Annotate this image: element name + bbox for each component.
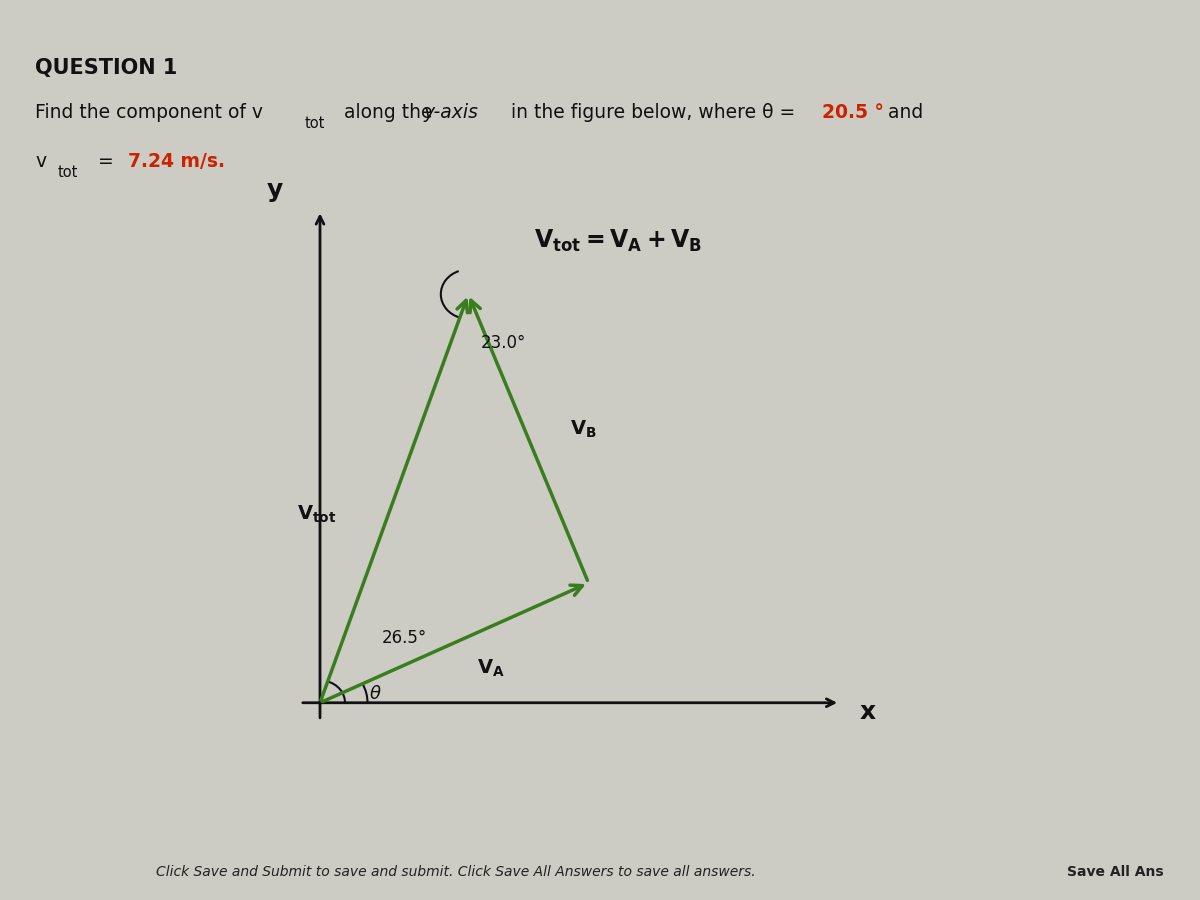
Text: v: v (35, 152, 46, 171)
Text: Find the component of v: Find the component of v (35, 103, 263, 122)
Text: y-axis: y-axis (424, 103, 478, 122)
Text: $\mathbf{V_A}$: $\mathbf{V_A}$ (478, 658, 505, 680)
Text: 26.5°: 26.5° (382, 629, 427, 647)
Text: θ: θ (370, 685, 380, 703)
Text: tot: tot (58, 166, 78, 180)
Text: Save All Ans: Save All Ans (1067, 865, 1164, 878)
Text: x: x (860, 699, 876, 724)
Text: $\mathbf{V_{tot}}$: $\mathbf{V_{tot}}$ (298, 504, 336, 525)
Text: 7.24 m/s.: 7.24 m/s. (128, 152, 226, 171)
Text: along the: along the (338, 103, 438, 122)
Text: 20.5 °: 20.5 ° (822, 103, 884, 122)
Text: =: = (92, 152, 120, 171)
Text: and: and (882, 103, 923, 122)
Text: $\mathbf{V_{tot} = V_A + V_B}$: $\mathbf{V_{tot} = V_A + V_B}$ (534, 228, 702, 254)
Text: tot: tot (305, 116, 325, 131)
Text: $\mathbf{V_B}$: $\mathbf{V_B}$ (570, 419, 596, 440)
Text: in the figure below, where θ =: in the figure below, where θ = (505, 103, 802, 122)
Text: Click Save and Submit to save and submit. Click Save All Answers to save all ans: Click Save and Submit to save and submit… (156, 865, 756, 878)
Text: 23.0°: 23.0° (480, 335, 526, 353)
Text: QUESTION 1: QUESTION 1 (35, 58, 178, 78)
Text: y: y (266, 177, 283, 202)
